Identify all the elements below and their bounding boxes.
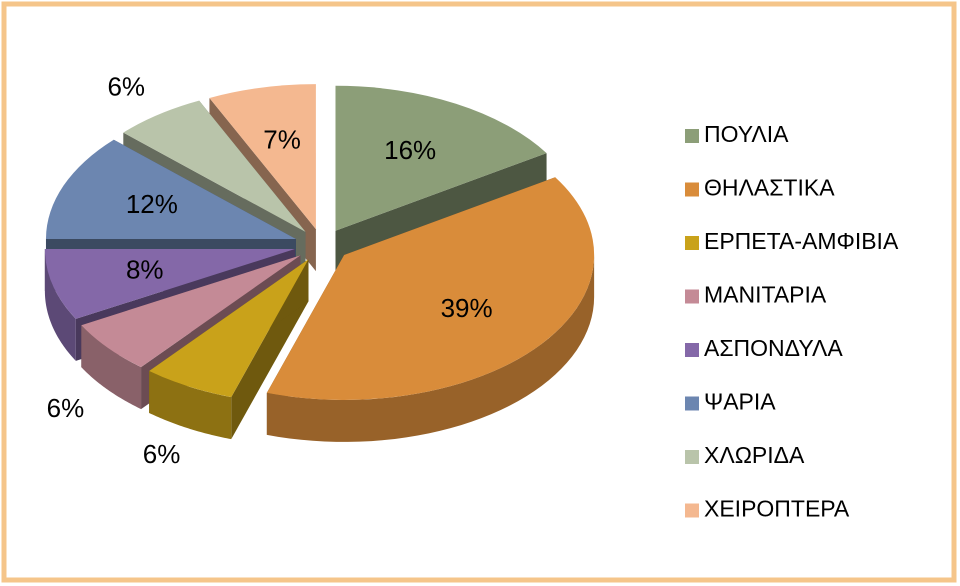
data-label: 39%	[441, 293, 493, 323]
slice-top	[81, 255, 301, 368]
slice-top	[266, 177, 595, 400]
slice-top	[335, 85, 547, 231]
data-label: 8%	[126, 254, 164, 284]
slice-wall	[44, 249, 76, 361]
legend-label: ΑΣΠΟΝΔΥΛΑ	[704, 335, 843, 361]
slice-top	[44, 249, 295, 319]
legend-label: ΜΑΝΙΤΑΡΙΑ	[704, 282, 827, 308]
slice	[149, 259, 309, 440]
slice-wall	[266, 254, 595, 442]
legend-swatch	[685, 182, 699, 197]
slice-top	[209, 84, 316, 230]
legend-label: ΧΕΙΡΟΠΤΕΡΑ	[704, 496, 850, 522]
legend-label: ΧΛΩΡΙΔΑ	[704, 442, 805, 468]
legend-swatch	[685, 503, 699, 518]
data-label: 7%	[263, 124, 301, 154]
data-label: 6%	[143, 439, 181, 469]
legend-swatch	[685, 450, 699, 464]
slice-wall	[149, 370, 232, 440]
legend-swatch	[685, 343, 699, 357]
slice-wall	[81, 325, 142, 410]
legend-label: ΕΡΠΕΤΑ-ΑΜΦΙΒΙΑ	[704, 228, 899, 254]
data-label: 6%	[107, 72, 145, 102]
legend-swatch	[685, 396, 699, 411]
legend-swatch	[685, 236, 699, 250]
legend-swatch	[685, 289, 699, 304]
pie	[44, 84, 595, 442]
data-label: 6%	[47, 393, 85, 423]
data-label: 12%	[126, 189, 178, 219]
legend-label: ΨΑΡΙΑ	[704, 389, 776, 415]
slice-top	[123, 100, 306, 232]
slice-top	[149, 259, 309, 398]
legend-label: ΠΟΥΛΙΑ	[704, 121, 789, 147]
slice-top	[45, 139, 296, 240]
slice	[266, 177, 595, 442]
data-label: 16%	[384, 135, 436, 165]
legend-swatch	[685, 129, 699, 143]
legend-label: ΘΗΛΑΣΤΙΚΑ	[704, 175, 835, 201]
